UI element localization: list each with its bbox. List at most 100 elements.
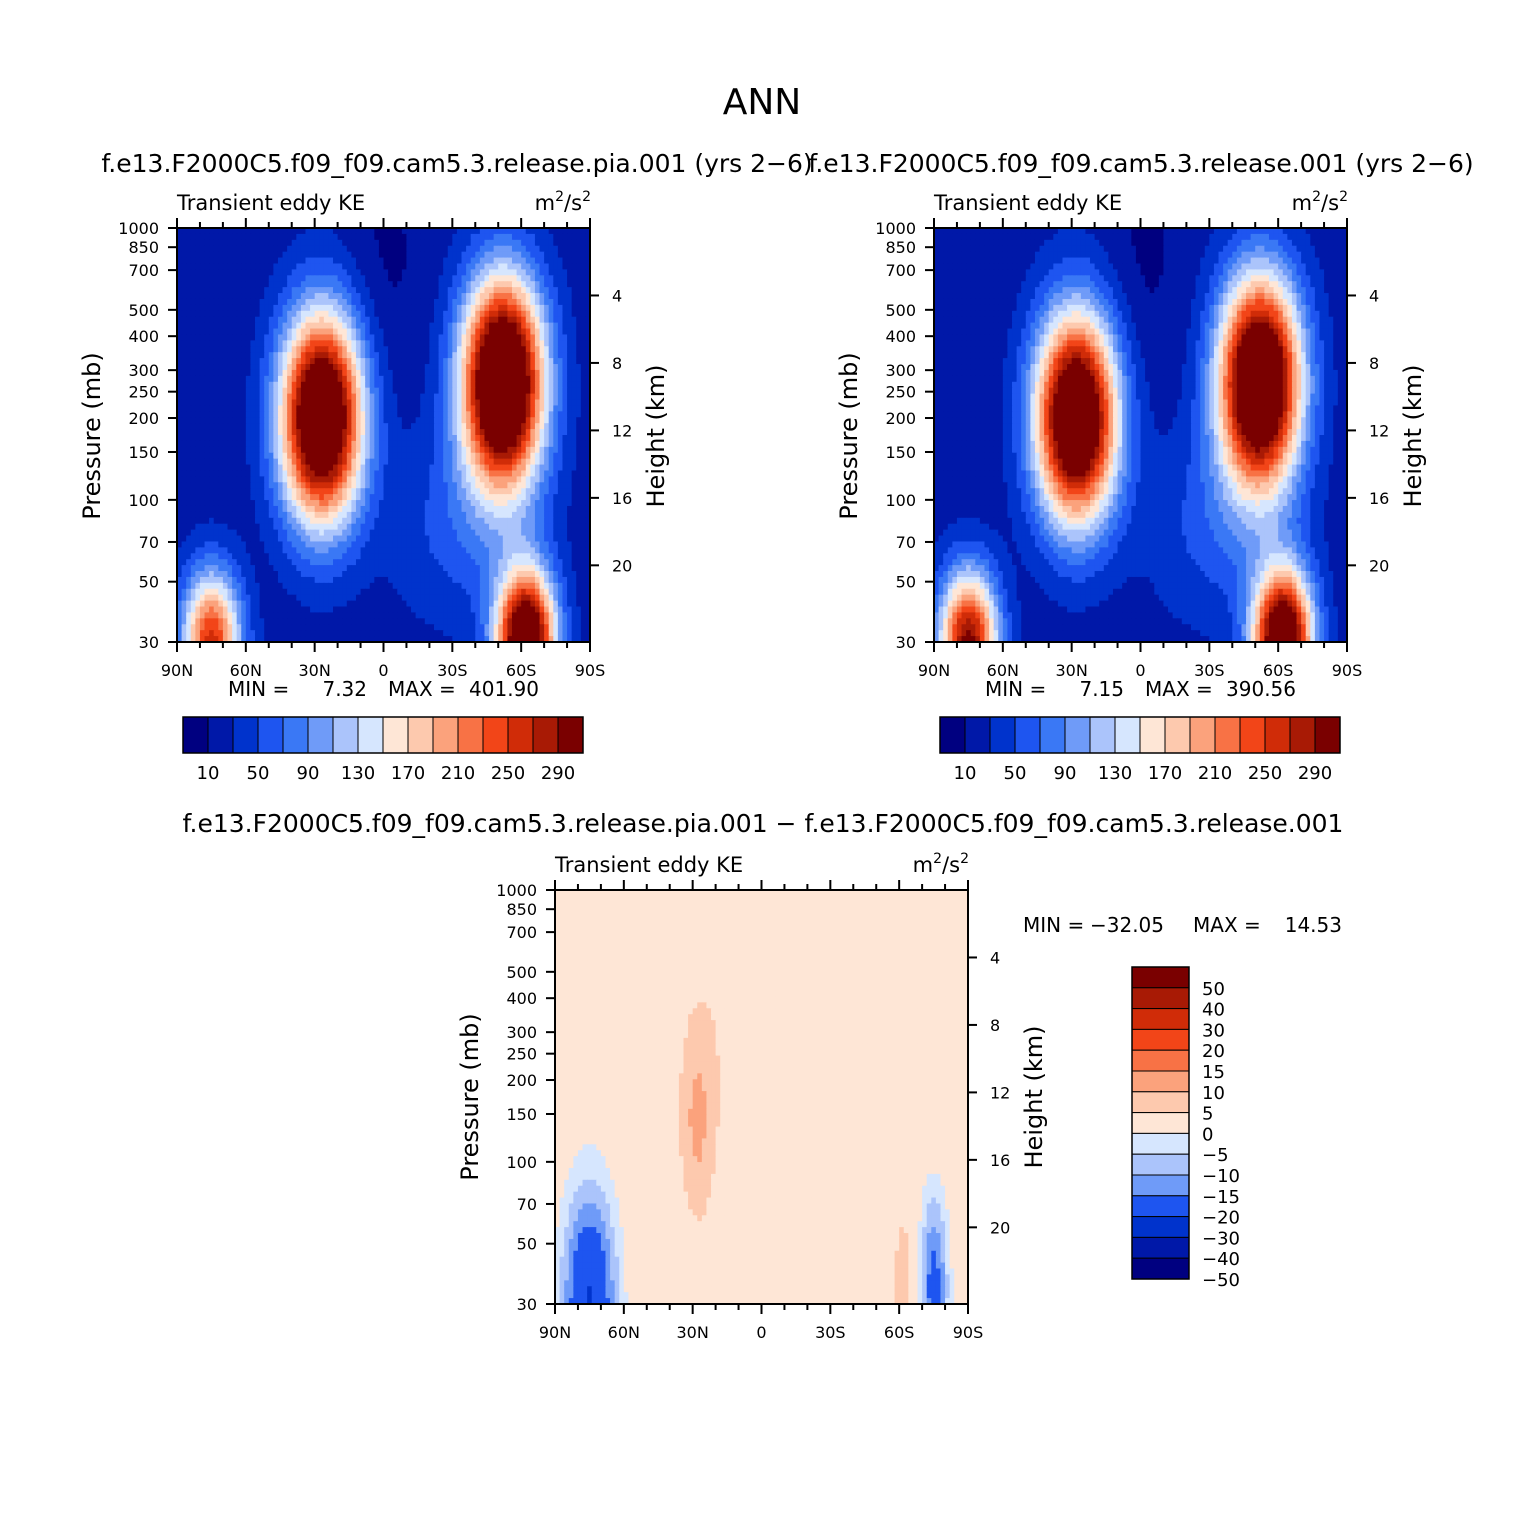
contour-cell — [438, 281, 444, 288]
contour-cell — [245, 233, 252, 241]
contour-cell — [433, 387, 440, 395]
contour-cell — [222, 405, 229, 412]
contour-cell — [323, 245, 330, 253]
contour-cell — [328, 452, 334, 460]
contour-cell — [456, 393, 463, 401]
contour-cell — [411, 257, 417, 265]
contour-cell — [305, 505, 311, 513]
contour-cell — [461, 541, 467, 548]
contour-cell — [567, 293, 573, 300]
contour-cell — [511, 352, 518, 359]
contour-cell — [337, 375, 343, 383]
contour-cell — [525, 340, 531, 347]
contour-cell — [498, 535, 504, 543]
contour-cell — [452, 511, 458, 519]
contour-cell — [199, 346, 206, 353]
contour-cell — [447, 476, 453, 483]
contour-cell — [319, 535, 325, 543]
contour-cell — [392, 505, 398, 513]
contour-cell — [420, 470, 426, 477]
contour-cell — [250, 423, 256, 430]
contour-cell — [277, 505, 284, 513]
contour-cell — [433, 393, 440, 401]
contour-cell — [310, 269, 316, 276]
contour-cell — [521, 405, 527, 412]
contour-cell — [447, 482, 453, 489]
contour-cell — [346, 529, 352, 537]
contour-cell — [438, 470, 444, 477]
contour-cell — [525, 464, 531, 472]
contour-cell — [323, 529, 330, 537]
contour-cell — [580, 298, 587, 306]
contour-cell — [411, 316, 417, 324]
contour-cell — [388, 369, 394, 377]
contour-cell — [420, 464, 426, 472]
contour-cell — [507, 494, 513, 501]
contour-cell — [525, 417, 531, 424]
contour-cell — [360, 281, 366, 288]
contour-cell — [218, 358, 224, 365]
contour-cell — [305, 452, 311, 460]
contour-cell — [567, 381, 573, 389]
contour-cell — [241, 476, 247, 483]
contour-cell — [511, 328, 518, 336]
contour-cell — [282, 263, 288, 270]
contour-cell — [420, 511, 426, 519]
contour-cell — [365, 423, 371, 430]
contour-cell — [236, 405, 242, 412]
contour-cell — [351, 476, 357, 483]
contour-cell — [548, 541, 554, 548]
contour-cell — [319, 411, 325, 418]
contour-cell — [282, 375, 288, 383]
contour-cell — [351, 381, 357, 389]
contour-cell — [227, 393, 233, 401]
contour-cell — [351, 263, 357, 270]
contour-cell — [250, 233, 256, 241]
contour-cell — [461, 405, 467, 412]
contour-cell — [337, 239, 343, 247]
contour-cell — [232, 298, 238, 306]
contour-cell — [195, 541, 201, 548]
contour-cell — [213, 476, 219, 483]
contour-cell — [204, 470, 210, 477]
contour-cell — [250, 393, 256, 401]
contour-cell — [489, 352, 495, 359]
contour-cell — [218, 281, 224, 288]
contour-cell — [475, 511, 481, 519]
contour-cell — [452, 529, 458, 537]
contour-cell — [433, 228, 440, 235]
contour-cell — [420, 482, 426, 489]
contour-cell — [397, 488, 403, 495]
contour-cell — [268, 263, 274, 270]
contour-cell — [415, 476, 421, 483]
contour-cell — [195, 346, 201, 353]
contour-cell — [388, 511, 394, 519]
contour-cell — [268, 287, 274, 294]
contour-cell — [277, 470, 284, 477]
contour-cell — [530, 334, 536, 341]
contour-cell — [489, 435, 495, 442]
contour-cell — [470, 523, 476, 531]
contour-cell — [479, 352, 486, 359]
contour-cell — [342, 458, 348, 466]
contour-cell — [424, 482, 430, 489]
contour-cell — [342, 310, 348, 318]
contour-cell — [433, 287, 440, 294]
contour-cell — [479, 417, 486, 424]
contour-cell — [383, 393, 389, 401]
contour-cell — [475, 369, 481, 377]
contour-cell — [333, 352, 339, 359]
contour-cell — [539, 340, 545, 347]
contour-cell — [232, 304, 238, 312]
contour-cell — [333, 293, 339, 300]
contour-cell — [181, 381, 187, 389]
contour-cell — [245, 346, 252, 353]
contour-cell — [181, 387, 187, 395]
contour-cell — [585, 517, 591, 525]
contour-cell — [218, 346, 224, 353]
contour-cell — [300, 393, 307, 401]
contour-cell — [562, 523, 568, 531]
contour-cell — [255, 369, 261, 377]
contour-cell — [287, 328, 293, 336]
contour-cell — [209, 293, 215, 300]
